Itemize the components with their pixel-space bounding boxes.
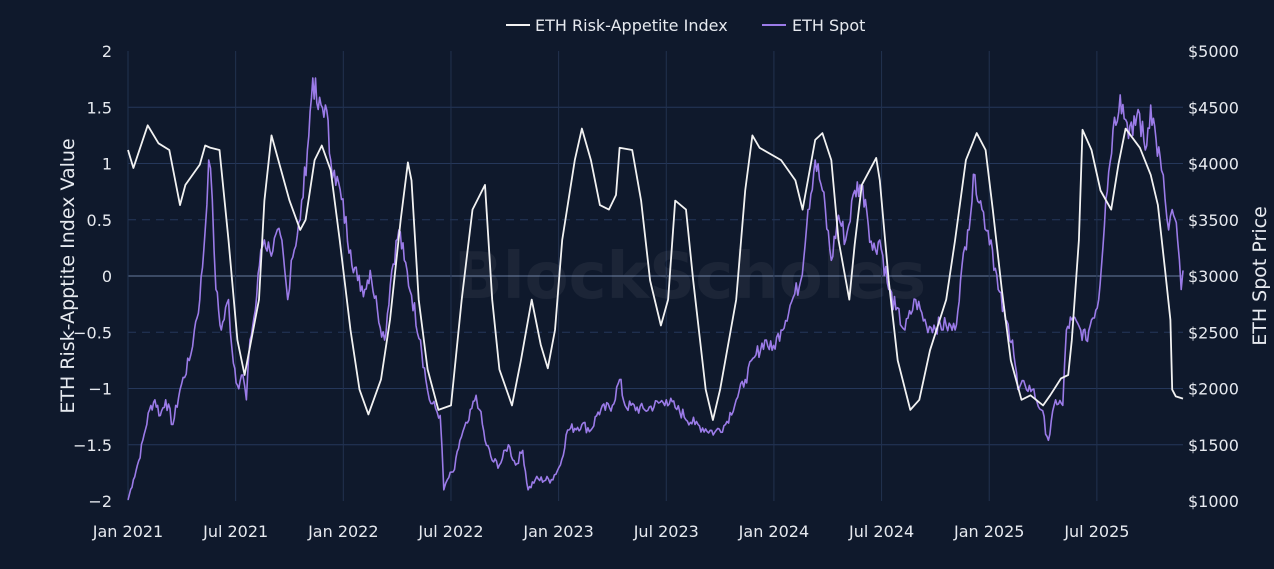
right-tick-label: $2500 bbox=[1188, 323, 1239, 342]
left-tick-label: 0.5 bbox=[87, 211, 112, 230]
right-tick-label: $1500 bbox=[1188, 436, 1239, 455]
x-tick-label: Jan 2024 bbox=[738, 522, 809, 541]
left-tick-label: 1 bbox=[102, 155, 112, 174]
left-tick-label: −0.5 bbox=[73, 323, 112, 342]
right-tick-label: $3000 bbox=[1188, 267, 1239, 286]
right-axis-title: ETH Spot Price bbox=[1249, 206, 1271, 346]
right-tick-label: $2000 bbox=[1188, 380, 1239, 399]
legend-item-index[interactable]: ETH Risk-Appetite Index bbox=[506, 16, 728, 35]
legend-label-index: ETH Risk-Appetite Index bbox=[535, 16, 728, 35]
series-layer bbox=[127, 77, 1184, 501]
series-line-eth-spot bbox=[127, 77, 1184, 501]
right-tick-label: $4500 bbox=[1188, 98, 1239, 117]
x-axis-ticks: Jan 2021 Jul 2021 Jan 2022 Jul 2022 Jan 2023… bbox=[92, 522, 1130, 541]
x-tick-label: Jul 2025 bbox=[1063, 522, 1129, 541]
right-tick-label: $4000 bbox=[1188, 155, 1239, 174]
left-tick-label: 2 bbox=[102, 42, 112, 61]
x-tick-label: Jan 2025 bbox=[953, 522, 1024, 541]
x-tick-label: Jul 2021 bbox=[202, 522, 268, 541]
legend-label-spot: ETH Spot bbox=[792, 16, 865, 35]
x-tick-label: Jan 2021 bbox=[92, 522, 163, 541]
x-tick-label: Jul 2022 bbox=[417, 522, 483, 541]
left-tick-label: 0 bbox=[102, 267, 112, 286]
left-tick-label: −1.5 bbox=[73, 436, 112, 455]
left-tick-label: −2 bbox=[88, 492, 112, 511]
legend: ETH Risk-Appetite Index ETH Spot bbox=[506, 16, 865, 35]
x-tick-label: Jan 2022 bbox=[307, 522, 378, 541]
right-axis-ticks: $5000 $4500 $4000 $3500 $3000 $2500 $2000 $1500… bbox=[1188, 42, 1239, 511]
left-axis-title: ETH Risk-Apptite Index Value bbox=[57, 138, 79, 413]
legend-item-spot[interactable]: ETH Spot bbox=[762, 16, 865, 35]
left-axis-ticks: 2 1.5 1 0.5 0 −0.5 −1 −1.5 −2 bbox=[73, 42, 112, 511]
series-line-risk-appetite-index bbox=[127, 124, 1184, 421]
left-tick-label: 1.5 bbox=[87, 98, 112, 117]
right-tick-label: $3500 bbox=[1188, 211, 1239, 230]
right-tick-label: $1000 bbox=[1188, 492, 1239, 511]
x-tick-label: Jul 2024 bbox=[848, 522, 914, 541]
x-tick-label: Jul 2023 bbox=[633, 522, 699, 541]
left-tick-label: −1 bbox=[88, 380, 112, 399]
right-tick-label: $5000 bbox=[1188, 42, 1239, 61]
x-tick-label: Jan 2023 bbox=[522, 522, 593, 541]
